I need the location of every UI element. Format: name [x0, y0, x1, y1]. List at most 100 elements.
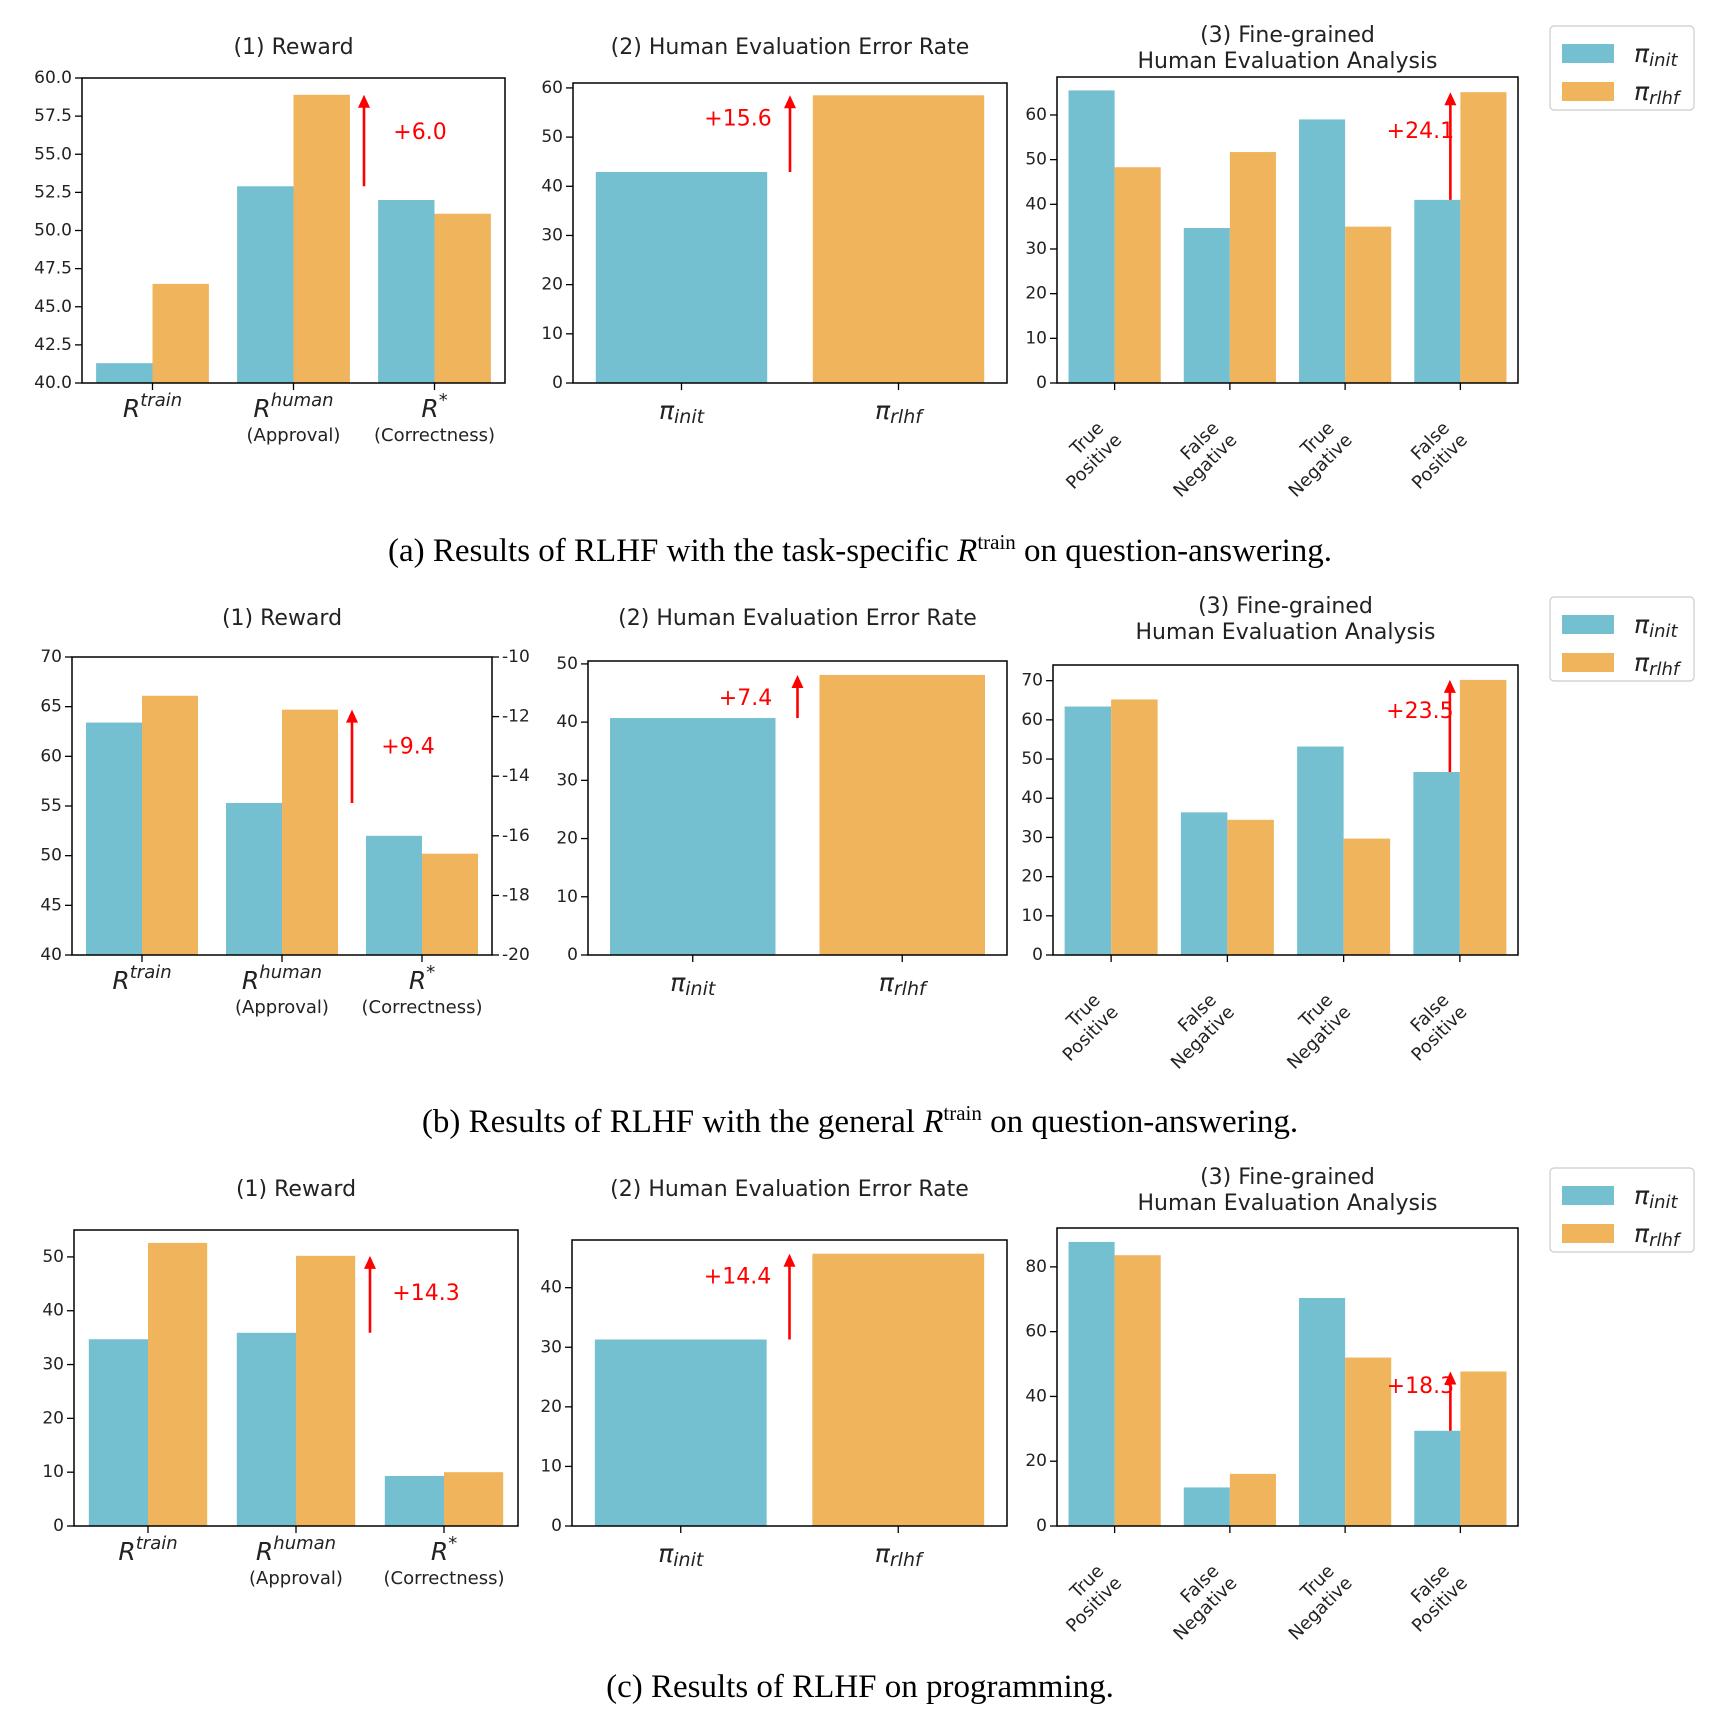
y-tick-label: 47.5 — [34, 259, 72, 279]
y-tick-label: 30 — [540, 1337, 562, 1357]
x-tick-sublabel: (Correctness) — [362, 997, 483, 1018]
caption-a-before: (a) Results of RLHF with the task-specif… — [388, 533, 958, 569]
bar — [236, 1332, 296, 1526]
legend-swatch — [1562, 615, 1614, 634]
y-tick-label: 50 — [1021, 749, 1043, 769]
x-tick-sublabel: (Approval) — [235, 997, 329, 1018]
y-tick-label: 0 — [551, 1516, 562, 1536]
chart-title: Human Evaluation Analysis — [1137, 49, 1437, 74]
bar — [1227, 819, 1274, 955]
y-tick-label: 50 — [556, 654, 578, 674]
bar — [296, 1255, 356, 1526]
chart-title: (2) Human Evaluation Error Rate — [610, 1177, 969, 1202]
legend-swatch — [1562, 653, 1614, 672]
y-tick-label: 60 — [1021, 710, 1043, 730]
caption-a: (a) Results of RLHF with the task-specif… — [0, 530, 1720, 570]
chart-title: (3) Fine-grained — [1200, 23, 1375, 48]
y-tick-label: 60 — [1025, 1322, 1047, 1342]
y-tick-label: 10 — [540, 1456, 562, 1476]
y-tick-label: 55.0 — [34, 144, 72, 164]
y2-tick-label: -20 — [502, 945, 530, 965]
bar — [1229, 152, 1276, 383]
chart-title: (2) Human Evaluation Error Rate — [618, 606, 977, 631]
y-tick-label: 30 — [556, 770, 578, 790]
y-tick-label: 45.0 — [34, 297, 72, 317]
x-tick-label: Rtrain — [112, 962, 171, 995]
annotation-arrowhead — [364, 1255, 376, 1269]
annotation-arrowhead — [358, 94, 370, 108]
legend-b: πinit πrlhf — [1549, 596, 1695, 682]
caption-b-before: (b) Results of RLHF with the general — [421, 1104, 924, 1140]
chart-title: (1) Reward — [222, 606, 342, 631]
y-tick-label: 40 — [541, 176, 563, 196]
x-tick-sublabel: (Approval) — [247, 425, 341, 446]
bar — [595, 172, 768, 383]
plot-frame — [572, 82, 1008, 384]
y-tick-label: 0 — [552, 373, 563, 393]
annotation-label: +14.4 — [704, 1265, 771, 1290]
legend-label: πrlhf — [1634, 1219, 1682, 1251]
bar — [812, 95, 985, 384]
bar — [237, 186, 294, 383]
plot-frame — [587, 660, 1008, 956]
y-tick-label: 50.0 — [34, 221, 72, 241]
y-tick-label: 10 — [1021, 906, 1043, 926]
legend-label: πinit — [1634, 1181, 1678, 1213]
y-tick-label: 52.5 — [34, 182, 72, 202]
x-tick-label: Rhuman — [253, 390, 333, 423]
legend-c: πinit πrlhf — [1549, 1167, 1695, 1253]
bar — [142, 695, 198, 955]
x-tick-label: R* — [409, 962, 435, 995]
bar — [1183, 227, 1230, 383]
bar — [148, 1242, 208, 1526]
y-tick-label: 65 — [40, 697, 62, 717]
bar — [1068, 1241, 1115, 1526]
annotation-label: +15.6 — [704, 106, 771, 131]
legend-label: πrlhf — [1634, 77, 1682, 109]
y-tick-label: 20 — [42, 1408, 64, 1428]
caption-a-sup: train — [977, 530, 1016, 554]
bar — [1345, 226, 1392, 383]
annotation-label: +9.4 — [381, 735, 434, 760]
bar — [444, 1472, 504, 1526]
y-tick-label: 60 — [541, 78, 563, 98]
annotation-label: +7.4 — [719, 686, 772, 711]
annotation-arrowhead — [1444, 92, 1457, 106]
bar — [152, 283, 209, 383]
chart-title: Human Evaluation Analysis — [1137, 1191, 1437, 1216]
annotation-label: +6.0 — [393, 120, 446, 145]
bar — [293, 94, 350, 384]
x-tick-label: πinit — [658, 1539, 705, 1571]
annotation-label: +23.5 — [1386, 699, 1453, 724]
y-tick-label: 0 — [53, 1516, 64, 1536]
chart-b1: (1) Reward 40 45 50 55 60 65 70 -20 -18 -16 -14 -12 -… — [40, 606, 529, 1018]
x-tick-label: πrlhf — [875, 1539, 925, 1571]
chart-title: (3) Fine-grained — [1198, 594, 1373, 619]
y-tick-label: 40 — [42, 1301, 64, 1321]
chart-b2: (2) Human Evaluation Error Rate 0 10 20 30 40… — [556, 606, 1008, 1000]
annotation-arrowhead — [784, 95, 796, 109]
chart-title: (2) Human Evaluation Error Rate — [611, 35, 970, 60]
bar — [1111, 699, 1158, 955]
chart-title: (3) Fine-grained — [1200, 1165, 1375, 1190]
bar — [1413, 771, 1460, 955]
y-tick-label: 45 — [40, 895, 62, 915]
bar — [1459, 679, 1507, 955]
y-tick-label: 10 — [541, 324, 563, 344]
bar — [1064, 706, 1112, 955]
y-tick-label: 50 — [40, 846, 62, 866]
y-tick-label: 70 — [40, 647, 62, 667]
y-tick-label: 60 — [40, 746, 62, 766]
x-tick-sublabel: (Approval) — [249, 1568, 343, 1589]
caption-b-after: on question-answering. — [981, 1104, 1299, 1140]
annotation-arrowhead — [1443, 679, 1456, 693]
bar — [1180, 812, 1228, 955]
y-tick-label: 40 — [1021, 788, 1043, 808]
bar — [226, 803, 282, 955]
annotation-arrowhead — [346, 709, 358, 723]
caption-a-after: on question-answering. — [1015, 533, 1332, 569]
bar — [378, 200, 435, 383]
y-tick-label: 0 — [567, 945, 578, 965]
